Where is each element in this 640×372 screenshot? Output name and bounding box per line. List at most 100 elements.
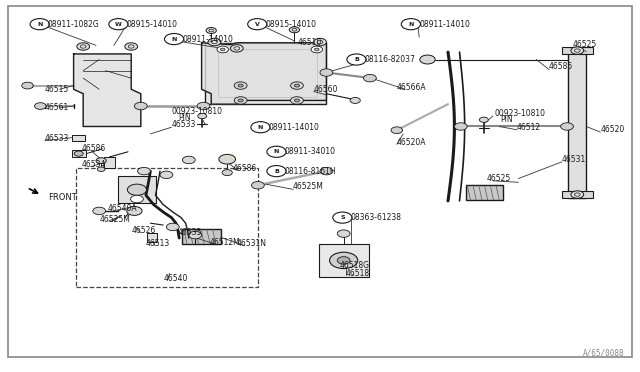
Circle shape <box>347 54 366 65</box>
Text: 46586: 46586 <box>82 144 106 153</box>
Circle shape <box>391 127 403 134</box>
Circle shape <box>74 151 83 156</box>
Text: PIN: PIN <box>178 113 191 122</box>
Circle shape <box>182 156 195 164</box>
Text: 46520A: 46520A <box>397 138 426 147</box>
Bar <box>147 232 157 242</box>
Text: V: V <box>255 22 260 27</box>
Text: 46533: 46533 <box>172 120 196 129</box>
Bar <box>76 168 258 287</box>
Polygon shape <box>74 54 141 126</box>
Text: N: N <box>408 22 413 27</box>
Circle shape <box>291 97 303 104</box>
Circle shape <box>234 97 247 104</box>
Text: A/65/0088: A/65/0088 <box>582 348 624 357</box>
Circle shape <box>294 99 300 102</box>
Circle shape <box>320 69 333 76</box>
Circle shape <box>311 46 323 53</box>
Polygon shape <box>202 43 326 104</box>
Text: N: N <box>37 22 42 27</box>
Circle shape <box>238 99 243 102</box>
Circle shape <box>220 48 225 51</box>
Text: 46525M: 46525M <box>99 215 130 224</box>
Circle shape <box>238 84 243 87</box>
Circle shape <box>30 19 49 30</box>
Text: 46525M: 46525M <box>293 182 324 191</box>
Circle shape <box>267 146 286 157</box>
Text: 46586: 46586 <box>232 164 257 173</box>
Text: B: B <box>274 169 279 174</box>
Text: 46525: 46525 <box>486 174 511 183</box>
Circle shape <box>198 113 207 119</box>
Text: W: W <box>115 22 122 27</box>
Bar <box>562 191 593 198</box>
Circle shape <box>134 102 147 110</box>
Text: 00923-10810: 00923-10810 <box>172 107 223 116</box>
Text: N: N <box>274 149 279 154</box>
Circle shape <box>93 207 106 215</box>
Circle shape <box>217 46 228 53</box>
Bar <box>568 49 586 198</box>
Circle shape <box>22 82 33 89</box>
Text: FRONT: FRONT <box>48 193 77 202</box>
Circle shape <box>289 27 300 33</box>
Text: 46512M: 46512M <box>210 238 241 247</box>
Circle shape <box>571 191 584 198</box>
Circle shape <box>401 19 420 30</box>
Circle shape <box>333 212 352 223</box>
Text: 08911-34010: 08911-34010 <box>285 147 336 156</box>
Text: 46531N: 46531N <box>237 239 267 248</box>
Text: 46561: 46561 <box>45 103 69 112</box>
Circle shape <box>222 170 232 176</box>
Circle shape <box>252 182 264 189</box>
Circle shape <box>127 184 147 195</box>
Circle shape <box>35 103 46 109</box>
Circle shape <box>164 33 184 45</box>
Bar <box>562 47 593 54</box>
Text: B: B <box>354 57 359 62</box>
Text: 00923-10810: 00923-10810 <box>494 109 545 118</box>
Bar <box>72 135 85 141</box>
Text: 46520: 46520 <box>600 125 625 134</box>
Circle shape <box>230 45 243 52</box>
Bar <box>104 157 115 168</box>
Text: 46540: 46540 <box>163 274 188 283</box>
Text: 46525: 46525 <box>573 40 597 49</box>
Circle shape <box>479 117 488 122</box>
Bar <box>218 49 317 97</box>
Text: 46560: 46560 <box>314 85 338 94</box>
Circle shape <box>131 195 143 203</box>
Circle shape <box>267 166 286 177</box>
Text: 08911-1082G: 08911-1082G <box>48 20 100 29</box>
Text: 46533: 46533 <box>45 134 69 143</box>
Text: S: S <box>340 215 345 220</box>
Bar <box>466 185 503 200</box>
Circle shape <box>197 102 210 110</box>
Circle shape <box>454 123 467 130</box>
Circle shape <box>96 158 106 164</box>
Text: 46566A: 46566A <box>397 83 426 92</box>
Text: 46518: 46518 <box>346 269 370 278</box>
Bar <box>182 229 221 244</box>
Text: 08915-14010: 08915-14010 <box>266 20 317 29</box>
Circle shape <box>189 231 202 239</box>
Text: 46513: 46513 <box>146 239 170 248</box>
Circle shape <box>208 38 221 46</box>
Circle shape <box>138 167 150 175</box>
Circle shape <box>77 43 90 50</box>
Bar <box>118 176 156 203</box>
Circle shape <box>125 43 138 50</box>
Bar <box>205 43 326 104</box>
Circle shape <box>571 47 584 54</box>
Circle shape <box>109 19 128 30</box>
Circle shape <box>337 230 350 237</box>
Text: 46510: 46510 <box>298 38 322 47</box>
Text: 46518G: 46518G <box>339 262 369 270</box>
Bar <box>72 150 86 157</box>
Circle shape <box>97 167 105 171</box>
Text: N: N <box>172 36 177 42</box>
Text: 08911-14010: 08911-14010 <box>182 35 233 44</box>
Circle shape <box>248 19 267 30</box>
Text: 46534: 46534 <box>82 160 106 169</box>
Bar <box>319 244 369 277</box>
